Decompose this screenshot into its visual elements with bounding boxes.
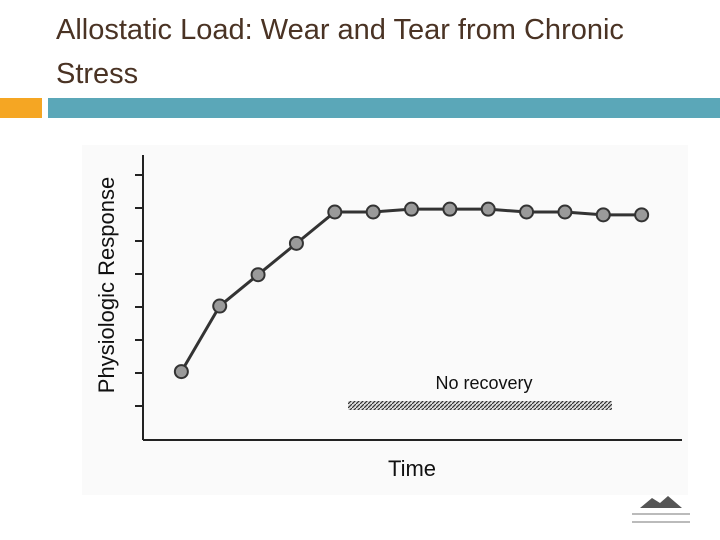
data-point: [173, 364, 189, 380]
data-point: [404, 201, 419, 217]
accent-bar: [48, 98, 720, 118]
chart-area: [82, 145, 688, 495]
data-point: [557, 204, 573, 220]
x-axis-label: Time: [388, 456, 436, 481]
data-point: [480, 201, 496, 217]
data-point: [595, 207, 611, 223]
annotation: No recovery: [435, 373, 532, 393]
axis-ticks: [135, 174, 143, 407]
data-point: [634, 207, 650, 223]
data-point: [442, 201, 458, 217]
title-box: Allostatic Load: Wear and Tear from Chro…: [56, 14, 624, 90]
data-point: [250, 267, 266, 283]
y-axis-label: Physiologic Response: [94, 177, 119, 393]
data-point: [327, 204, 343, 220]
data-point: [212, 298, 228, 314]
logo: [632, 496, 690, 523]
accent-square: [0, 98, 42, 118]
data-point: [519, 204, 535, 220]
no-recovery-bar: [348, 401, 612, 410]
data-point: [288, 235, 304, 251]
slide-title: Allostatic Load: Wear and Tear from Chro…: [56, 14, 624, 90]
data-point: [365, 204, 381, 220]
